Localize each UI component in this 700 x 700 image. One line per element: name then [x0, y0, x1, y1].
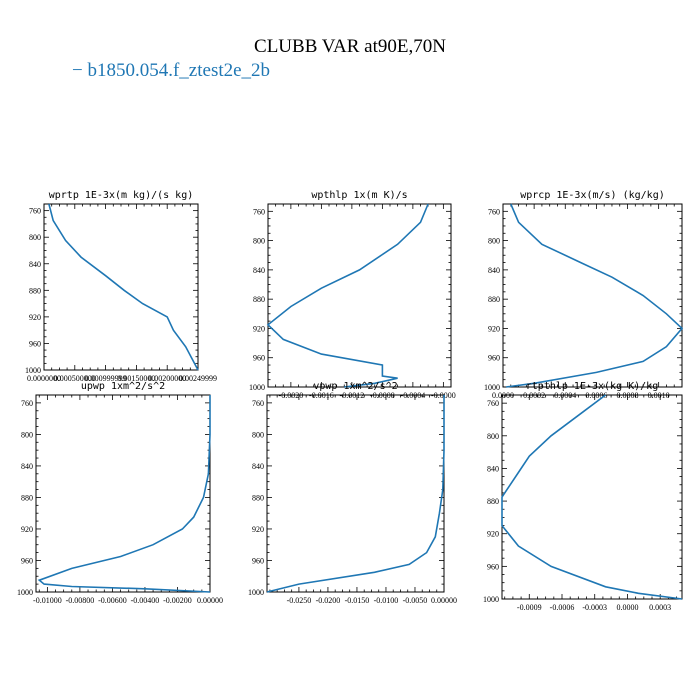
y-tick-label: 840 — [488, 266, 500, 275]
y-tick-label: 960 — [487, 562, 499, 571]
x-tick-label: -0.0100 — [374, 596, 399, 605]
y-tick-label: 960 — [252, 556, 264, 565]
panel-3: upwp 1xm^2/s^27608008408809209601000-0.0… — [17, 381, 223, 605]
y-tick-label: 840 — [21, 462, 33, 471]
x-tick-label: 0.000500000 — [54, 374, 96, 383]
x-tick-label: 0.000999999 — [85, 374, 127, 383]
y-tick-label: 920 — [488, 324, 500, 333]
panel-title: vpwp 1xm^2/s^2 — [313, 381, 397, 392]
y-tick-label: 840 — [253, 266, 265, 275]
y-tick-label: 800 — [487, 432, 499, 441]
panel-0: wprtp 1E-3x(m kg)/(s kg) 760 800 840 880 920 9… — [25, 190, 217, 383]
series-line — [266, 395, 445, 593]
series-line — [501, 394, 683, 600]
y-tick-label: 1000 — [249, 383, 265, 392]
plot-frame — [502, 203, 683, 388]
y-tick-label: 840 — [29, 260, 41, 269]
y-tick-label: 840 — [252, 462, 264, 471]
y-tick-label: 800 — [253, 237, 265, 246]
x-tick-label: -0.00400 — [131, 596, 160, 605]
x-tick-label: -0.00600 — [98, 596, 127, 605]
y-tick-label: 800 — [488, 237, 500, 246]
panel-title: upwp 1xm^2/s^2 — [81, 381, 165, 392]
panel-title: rtpthlp 1E-3x(kg K)/kg — [526, 381, 658, 392]
x-tick-label: -0.0050 — [403, 596, 428, 605]
panel-4: vpwp 1xm^2/s^2 760 800 840 880 920 960 1000 -0.0… — [248, 381, 457, 605]
x-tick-label: 0.0000000 — [27, 374, 61, 383]
y-tick-label: 920 — [21, 525, 33, 534]
y-tick-label: 880 — [253, 295, 265, 304]
x-tick-label: -0.00800 — [66, 596, 95, 605]
x-tick-label: -0.01000 — [33, 596, 62, 605]
legend-label: b1850.054.f_ztest2e_2b — [87, 60, 271, 81]
y-tick-label: 1000 — [248, 588, 264, 597]
y-tick-label: 840 — [487, 464, 499, 473]
x-tick-label: -0.0250 — [287, 596, 312, 605]
y-tick-label: 760 — [21, 399, 33, 408]
panel-title: wprtp 1E-3x(m kg)/(s kg) — [49, 190, 194, 201]
plot-frame — [266, 394, 445, 593]
plot-frame — [267, 203, 452, 388]
y-tick-label: 920 — [29, 313, 41, 322]
y-tick-label: 760 — [488, 207, 500, 216]
x-tick-label: 0.0000 — [616, 603, 638, 612]
x-tick-label: -0.0009 — [517, 603, 542, 612]
y-tick-label: 880 — [29, 286, 41, 295]
x-tick-label: -0.0006 — [550, 603, 575, 612]
y-tick-label: 960 — [253, 354, 265, 363]
panel-1: wpthlp 1x(m K)/s7608008408809209601000-0… — [249, 190, 456, 400]
series-line — [48, 203, 199, 371]
y-tick-label: 1000 — [484, 383, 500, 392]
y-tick-label: 960 — [21, 556, 33, 565]
plot-frame — [501, 394, 683, 600]
y-tick-label: 760 — [253, 207, 265, 216]
x-tick-label: 0.00249999 — [179, 374, 217, 383]
y-tick-label: 760 — [252, 399, 264, 408]
y-tick-label: 880 — [252, 493, 264, 502]
x-tick-label: 0.0003 — [649, 603, 671, 612]
y-tick-label: 1000 — [483, 595, 499, 604]
series-line — [266, 203, 429, 388]
y-tick-label: 920 — [252, 525, 264, 534]
legend: − b1850.054.f_ztest2e_2b — [72, 60, 270, 82]
y-tick-label: 880 — [487, 497, 499, 506]
legend-line: − — [72, 60, 83, 81]
series-line — [37, 395, 211, 593]
y-tick-label: 880 — [488, 295, 500, 304]
x-tick-label: 0.00000 — [197, 596, 223, 605]
x-tick-label: 0.00150000 — [117, 374, 155, 383]
y-tick-label: 760 — [487, 399, 499, 408]
main-title: CLUBB VAR at90E,70N — [254, 36, 446, 57]
panel-title: wprcp 1E-3x(m/s) (kg/kg) — [520, 190, 665, 201]
y-tick-label: 800 — [21, 430, 33, 439]
x-tick-label: 0.00200000 — [148, 374, 186, 383]
x-tick-label: -0.0003 — [582, 603, 607, 612]
y-tick-label: 800 — [252, 430, 264, 439]
plot-frame — [35, 394, 211, 593]
panel-title: wpthlp 1x(m K)/s — [311, 190, 407, 201]
x-tick-label: -0.0150 — [345, 596, 370, 605]
y-tick-label: 960 — [488, 354, 500, 363]
x-tick-label: -0.0200 — [316, 596, 341, 605]
x-tick-label: -0.00200 — [163, 596, 192, 605]
y-tick-label: 960 — [29, 339, 41, 348]
y-tick-label: 920 — [253, 324, 265, 333]
y-tick-label: 920 — [487, 530, 499, 539]
y-tick-label: 1000 — [25, 366, 41, 375]
series-line — [505, 203, 684, 388]
y-tick-label: 880 — [21, 493, 33, 502]
x-tick-label: 0.00000 — [431, 596, 457, 605]
y-tick-label: 800 — [29, 233, 41, 242]
panel-2: wprcp 1E-3x(m/s) (kg/kg) 760 800 840 880 920 9… — [484, 190, 684, 400]
panel-5: rtpthlp 1E-3x(kg K)/kg 760 800 840 880 920 960… — [483, 381, 683, 612]
y-tick-label: 1000 — [17, 588, 33, 597]
y-tick-label: 760 — [29, 207, 41, 216]
